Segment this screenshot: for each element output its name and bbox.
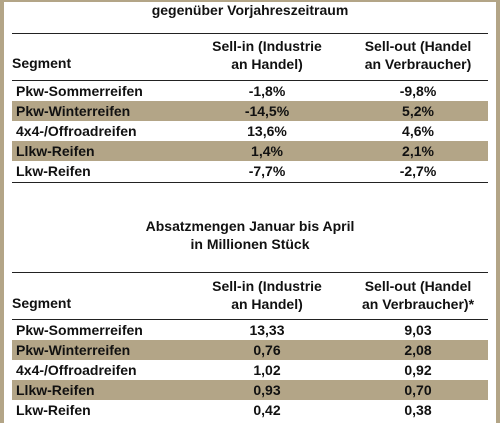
sell-in-cell: 0,93 [253, 382, 281, 398]
sell-out-header: Sell-out (Handel an Verbraucher) [348, 37, 488, 73]
sell-out-cell: -9,8% [399, 83, 437, 99]
sell-in-cell: 0,42 [253, 402, 281, 418]
section1-header-row: Segment Sell-in (Industrie an Handel) Se… [12, 37, 488, 77]
segment-header: Segment [12, 295, 72, 311]
section1-top-rule [12, 33, 488, 34]
sell-in-cell: -1,8% [248, 83, 286, 99]
table-row: Lkw-Reifen -7,7% -2,7% [12, 161, 488, 181]
section2-top-rule [12, 272, 488, 273]
sell-out-header-line1: Sell-out (Handel [364, 278, 472, 294]
segment-cell: Llkw-Reifen [16, 143, 95, 159]
section2-header-row: Segment Sell-in (Industrie an Handel) Se… [12, 277, 488, 317]
section1-body: Pkw-Sommerreifen -1,8% -9,8% Pkw-Winterr… [12, 81, 488, 181]
segment-cell: Lkw-Reifen [16, 402, 91, 418]
section1-title: gegenüber Vorjahreszeitraum [151, 2, 349, 18]
sell-in-header-line1: Sell-in (Industrie [212, 278, 322, 294]
section2-title: Absatzmengen Januar bis April in Million… [12, 217, 488, 253]
table-row: 4x4-/Offroadreifen 1,02 0,92 [12, 360, 488, 380]
table-row: Pkw-Sommerreifen -1,8% -9,8% [12, 81, 488, 101]
section2-body: Pkw-Sommerreifen 13,33 9,03 Pkw-Winterre… [12, 320, 488, 420]
top-border [0, 0, 500, 2]
section2-table: Segment Sell-in (Industrie an Handel) Se… [12, 277, 488, 317]
sell-out-cell: 2,1% [402, 143, 434, 159]
table-row: Lkw-Reifen 0,42 0,38 [12, 400, 488, 420]
sell-out-header-line2: an Verbraucher) [364, 56, 472, 72]
sell-out-cell: 0,38 [404, 402, 432, 418]
sell-out-header-line1: Sell-out (Handel [364, 38, 472, 54]
table-row: Llkw-Reifen 0,93 0,70 [12, 380, 488, 400]
sell-out-cell: 0,92 [404, 362, 432, 378]
segment-cell: 4x4-/Offroadreifen [16, 362, 137, 378]
section2-title-line2: in Millionen Stück [190, 236, 310, 252]
section1-table: Segment Sell-in (Industrie an Handel) Se… [12, 37, 488, 77]
sell-out-cell: 9,03 [404, 322, 432, 338]
segment-cell: Pkw-Winterreifen [16, 342, 131, 358]
sell-in-cell: 13,6% [247, 123, 287, 139]
segment-cell: Llkw-Reifen [16, 382, 95, 398]
table-row: Llkw-Reifen 1,4% 2,1% [12, 141, 488, 161]
section2-header-rule [12, 319, 488, 320]
content-area: gegenüber Vorjahreszeitraum Segment Sell… [12, 0, 488, 423]
sell-out-header: Sell-out (Handel an Verbraucher)* [348, 277, 488, 313]
sell-out-cell: 5,2% [402, 103, 434, 119]
segment-cell: 4x4-/Offroadreifen [16, 123, 137, 139]
section1-header-rule [12, 80, 488, 81]
table-row: Pkw-Winterreifen -14,5% 5,2% [12, 101, 488, 121]
table-row: 4x4-/Offroadreifen 13,6% 4,6% [12, 121, 488, 141]
sell-in-header: Sell-in (Industrie an Handel) [197, 37, 337, 73]
sell-in-header-line2: an Handel) [231, 56, 303, 72]
segment-cell: Pkw-Sommerreifen [16, 83, 143, 99]
segment-cell: Pkw-Winterreifen [16, 103, 131, 119]
sell-in-header-line2: an Handel) [231, 296, 303, 312]
sell-out-cell: 2,08 [404, 342, 432, 358]
sell-out-cell: -2,7% [399, 163, 437, 179]
sell-in-cell: 1,02 [253, 362, 281, 378]
sell-out-cell: 4,6% [402, 123, 434, 139]
sell-in-cell: -7,7% [248, 163, 286, 179]
table-row: Pkw-Winterreifen 0,76 2,08 [12, 340, 488, 360]
left-border [0, 0, 4, 423]
sell-in-cell: 13,33 [249, 322, 285, 338]
section2-title-line1: Absatzmengen Januar bis April [145, 218, 355, 234]
section1-bottom-rule [12, 182, 488, 183]
sell-out-header-line2: an Verbraucher)* [361, 296, 475, 312]
sell-in-cell: 1,4% [251, 143, 283, 159]
sell-in-cell: -14,5% [244, 103, 290, 119]
segment-header: Segment [12, 55, 72, 71]
right-border [496, 0, 500, 423]
table-row: Pkw-Sommerreifen 13,33 9,03 [12, 320, 488, 340]
sell-in-header: Sell-in (Industrie an Handel) [197, 277, 337, 313]
sell-out-cell: 0,70 [404, 382, 432, 398]
segment-cell: Pkw-Sommerreifen [16, 322, 143, 338]
segment-cell: Lkw-Reifen [16, 163, 91, 179]
sell-in-header-line1: Sell-in (Industrie [212, 38, 322, 54]
sell-in-cell: 0,76 [253, 342, 281, 358]
